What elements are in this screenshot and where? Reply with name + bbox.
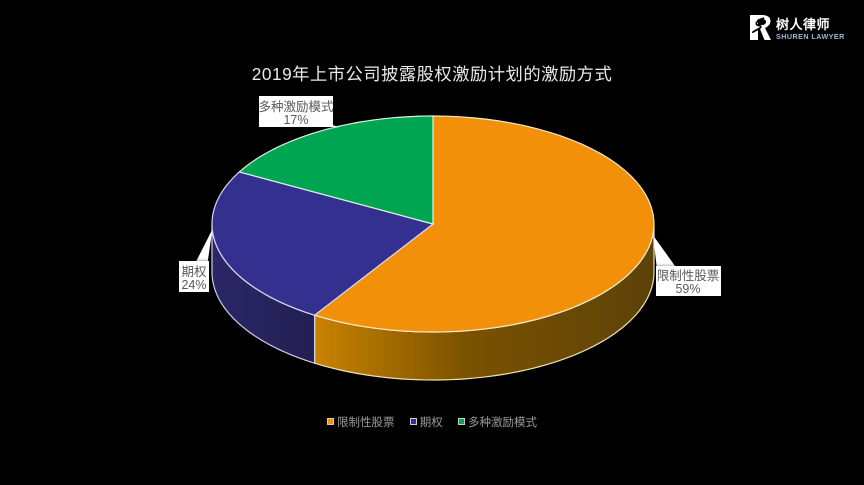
svg-text:多种激励模式: 多种激励模式	[258, 100, 334, 114]
svg-text:24%: 24%	[181, 278, 206, 292]
svg-text:限制性股票: 限制性股票	[657, 269, 720, 283]
svg-text:17%: 17%	[283, 113, 308, 127]
svg-text:期权: 期权	[181, 264, 207, 279]
svg-text:59%: 59%	[675, 282, 700, 296]
